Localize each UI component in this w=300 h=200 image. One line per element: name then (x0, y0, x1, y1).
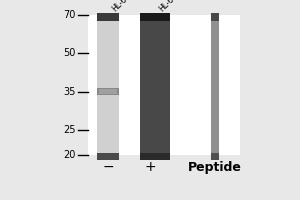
Bar (99, 89, 117, 94)
Bar (211, 13, 219, 21)
Bar (97, 15, 119, 155)
Text: HL-60: HL-60 (110, 0, 132, 13)
Bar (140, 153, 170, 160)
Bar (211, 153, 219, 160)
Text: −: − (102, 160, 114, 174)
Bar (97, 13, 119, 21)
Text: Peptide: Peptide (188, 160, 242, 173)
Bar (97, 153, 119, 160)
Text: 25: 25 (64, 125, 76, 135)
Text: 35: 35 (64, 87, 76, 97)
Bar (97, 88, 119, 95)
Text: 70: 70 (64, 10, 76, 20)
Bar (140, 15, 170, 155)
Bar (140, 13, 170, 21)
Text: 50: 50 (64, 48, 76, 58)
Bar (88, 15, 240, 155)
Bar (211, 15, 219, 155)
Text: +: + (144, 160, 156, 174)
Text: HL-60: HL-60 (157, 0, 179, 13)
Text: 20: 20 (64, 150, 76, 160)
